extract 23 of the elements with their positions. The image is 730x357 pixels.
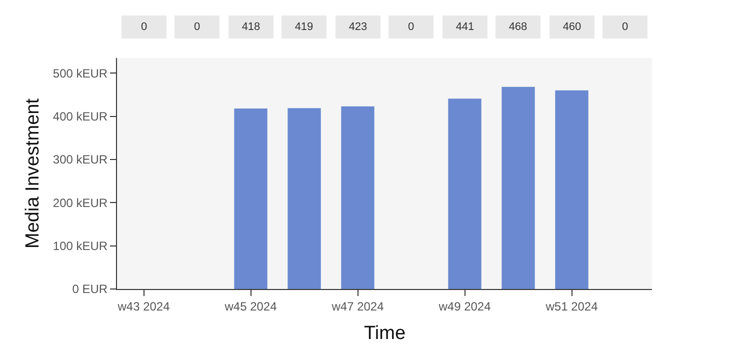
- data-label: 0: [140, 21, 148, 33]
- y-tick-label: 200 kEUR: [52, 196, 108, 210]
- y-tick-label: 300 kEUR: [52, 152, 108, 167]
- x-tick-label: w49 2024: [438, 299, 492, 314]
- data-label: 0: [194, 21, 200, 33]
- y-tick-label: 500 kEUR: [52, 66, 108, 80]
- x-tick-label: w45 2024: [224, 299, 278, 314]
- data-label: 441: [456, 21, 474, 33]
- data-label: 0: [622, 21, 628, 33]
- x-tick-label: w51 2024: [544, 299, 598, 314]
- y-tick-label: 100 kEUR: [52, 239, 108, 254]
- data-label: 423: [348, 21, 368, 33]
- y-axis-title: Media Investment: [22, 98, 44, 248]
- y-tick-label: 400 kEUR: [52, 109, 108, 124]
- data-label: 418: [242, 21, 260, 33]
- data-label: 468: [508, 21, 528, 33]
- x-tick-label: w47 2024: [330, 299, 384, 314]
- x-tick-label: w43 2024: [116, 299, 170, 314]
- y-tick-label: 0 EUR: [72, 282, 108, 296]
- data-label: 460: [562, 21, 582, 33]
- x-axis-title: Time: [364, 323, 406, 344]
- data-label: 0: [408, 21, 414, 33]
- data-label: 419: [294, 21, 314, 33]
